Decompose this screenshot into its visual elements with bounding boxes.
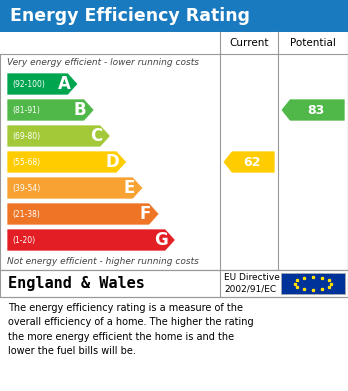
Bar: [281, 273, 345, 294]
Text: (21-38): (21-38): [12, 210, 40, 219]
Text: G: G: [155, 231, 168, 249]
Text: (69-80): (69-80): [12, 131, 40, 140]
Text: Very energy efficient - lower running costs: Very energy efficient - lower running co…: [7, 58, 199, 67]
Text: Current: Current: [229, 38, 269, 48]
Polygon shape: [281, 99, 345, 121]
Polygon shape: [223, 151, 275, 173]
Polygon shape: [7, 99, 94, 121]
Text: The energy efficiency rating is a measure of the
overall efficiency of a home. T: The energy efficiency rating is a measur…: [8, 303, 254, 356]
Text: England & Wales: England & Wales: [8, 276, 145, 291]
Text: (55-68): (55-68): [12, 158, 40, 167]
Text: (81-91): (81-91): [12, 106, 40, 115]
Text: Not energy efficient - higher running costs: Not energy efficient - higher running co…: [7, 257, 199, 266]
Polygon shape: [7, 125, 110, 147]
Text: B: B: [74, 101, 86, 119]
Bar: [0, 270, 348, 297]
Text: C: C: [90, 127, 103, 145]
Text: (1-20): (1-20): [12, 235, 35, 244]
Text: Energy Efficiency Rating: Energy Efficiency Rating: [10, 7, 250, 25]
Text: A: A: [57, 75, 70, 93]
Bar: [0, 32, 348, 54]
Polygon shape: [7, 73, 78, 95]
Polygon shape: [7, 203, 159, 225]
Bar: [0, 0, 348, 32]
Text: 83: 83: [307, 104, 324, 117]
Text: (39-54): (39-54): [12, 183, 40, 192]
Text: 62: 62: [243, 156, 260, 169]
Polygon shape: [7, 151, 127, 173]
Text: (92-100): (92-100): [12, 79, 45, 88]
Polygon shape: [7, 229, 175, 251]
Text: D: D: [106, 153, 119, 171]
Text: EU Directive
2002/91/EC: EU Directive 2002/91/EC: [224, 273, 280, 294]
Polygon shape: [7, 177, 143, 199]
Bar: [0, 32, 348, 270]
Text: Potential: Potential: [290, 38, 336, 48]
Text: F: F: [140, 205, 151, 223]
Text: E: E: [123, 179, 135, 197]
